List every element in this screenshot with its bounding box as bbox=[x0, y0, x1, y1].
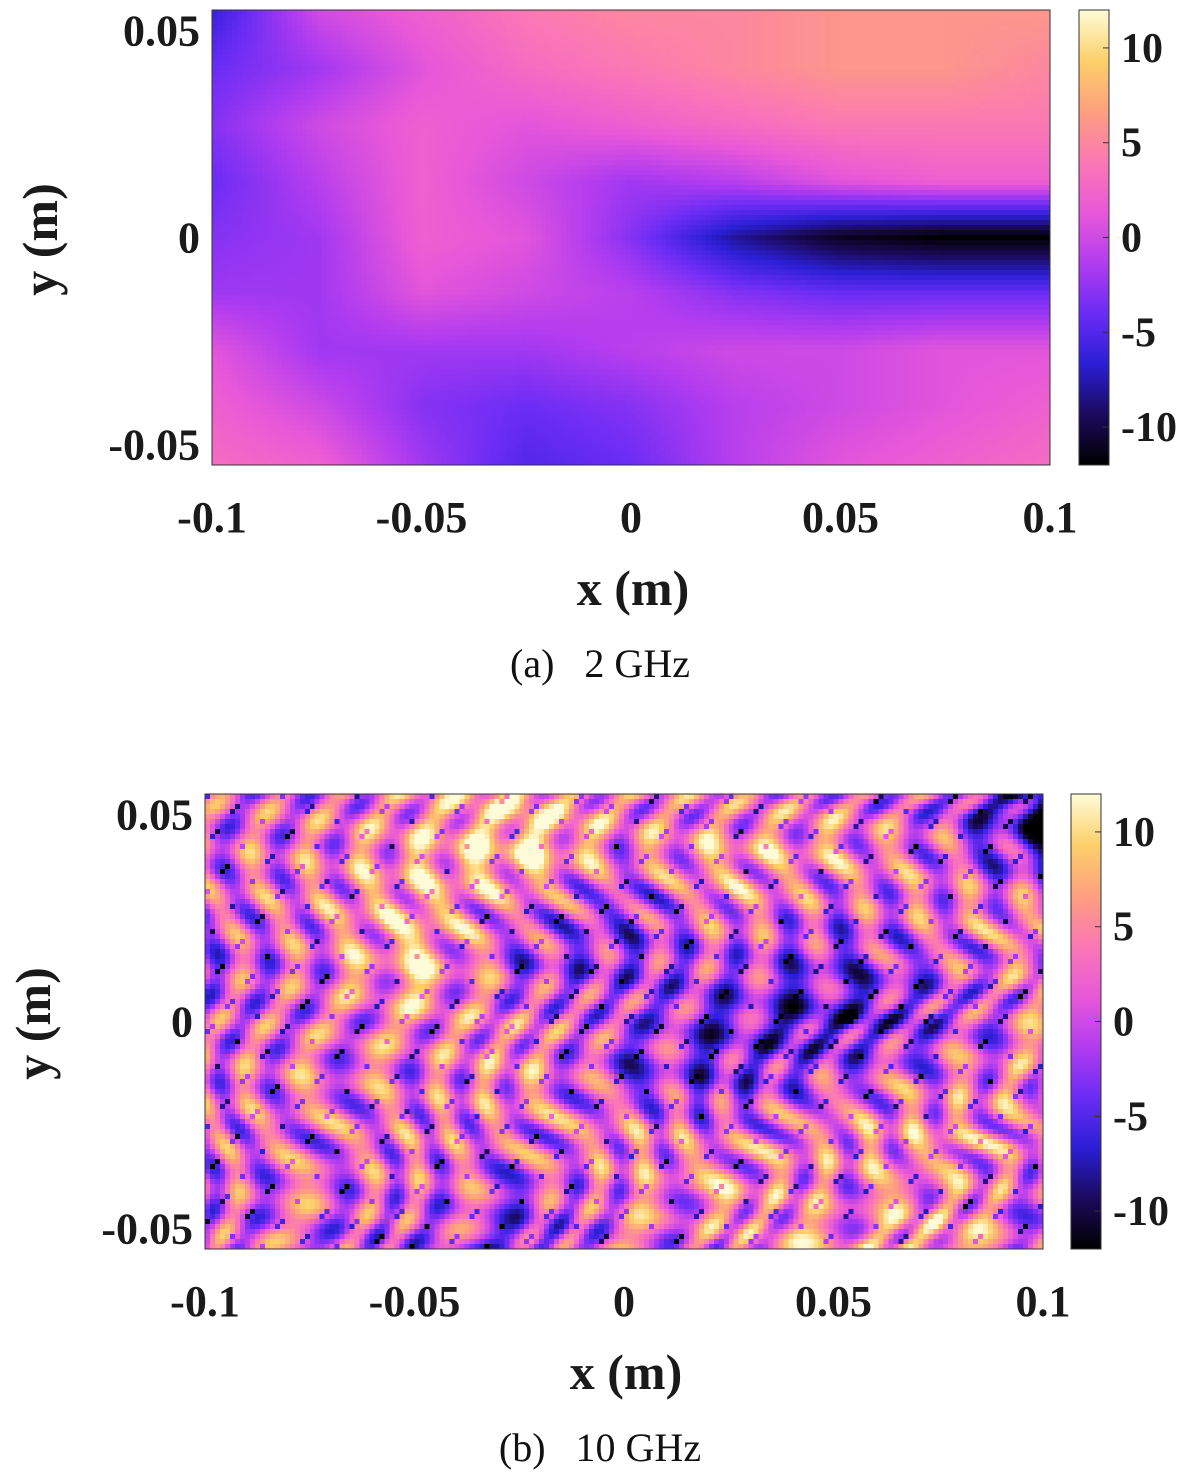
y-tick-label: 0 bbox=[171, 998, 193, 1047]
x-tick-label: -0.05 bbox=[369, 1277, 461, 1326]
colorbar-tick-label: 0 bbox=[1121, 216, 1142, 262]
colorbar-tick-label: 5 bbox=[1113, 905, 1134, 951]
y-tick-label: 0 bbox=[178, 214, 200, 263]
y-axis-label: y (m) bbox=[12, 183, 68, 295]
plot-frame bbox=[211, 9, 1051, 466]
y-tick-label: 0.05 bbox=[116, 791, 193, 840]
x-axis-label: x (m) bbox=[570, 1344, 682, 1400]
colorbar-tick-label: 5 bbox=[1121, 121, 1142, 167]
colorbar-tick-label: 0 bbox=[1113, 1000, 1134, 1046]
x-axis-label: x (m) bbox=[577, 560, 689, 616]
colorbar-tick-label: 10 bbox=[1121, 26, 1163, 72]
y-tick-label: -0.05 bbox=[101, 1204, 193, 1253]
colorbar-tick-label: 10 bbox=[1113, 810, 1155, 856]
colorbar-tick-label: -5 bbox=[1121, 310, 1156, 356]
colorbar-tick-label: -5 bbox=[1113, 1094, 1148, 1140]
x-tick-label: 0 bbox=[613, 1277, 635, 1326]
panel-10ghz: -0.1 -0.05 0 0.05 0.1 0.05 0 -0.05 x (m) y (m) 10 5… bbox=[0, 784, 1200, 1475]
x-tick-label: 0.1 bbox=[1023, 493, 1078, 542]
heatmap-10ghz: -0.1 -0.05 0 0.05 0.1 0.05 0 -0.05 x (m) y (m) 10 5… bbox=[5, 791, 1169, 1400]
x-tick-label: 0.05 bbox=[795, 1277, 872, 1326]
plot-frame bbox=[204, 793, 1044, 1250]
heatmap-2ghz: -0.1 -0.05 0 0.05 0.1 0.05 0 -0.05 x (m) y (m) 10 5… bbox=[12, 7, 1177, 616]
x-tick-label: -0.1 bbox=[177, 493, 247, 542]
x-tick-label: -0.1 bbox=[170, 1277, 240, 1326]
panel-2ghz: -0.1 -0.05 0 0.05 0.1 0.05 0 -0.05 x (m) y (m) 10 5… bbox=[0, 0, 1200, 720]
caption-2ghz: (a) 2 GHz bbox=[510, 641, 690, 686]
heatmap-cells bbox=[205, 794, 1043, 1249]
x-tick-label: -0.05 bbox=[376, 493, 468, 542]
y-tick-label: -0.05 bbox=[108, 420, 200, 469]
y-axis-label: y (m) bbox=[5, 967, 61, 1079]
caption-10ghz: (b) 10 GHz bbox=[498, 1425, 702, 1470]
x-tick-label: 0.05 bbox=[802, 493, 879, 542]
colorbar-tick-label: -10 bbox=[1121, 405, 1177, 451]
colorbar-tick-label: -10 bbox=[1113, 1189, 1169, 1235]
y-tick-label: 0.05 bbox=[123, 7, 200, 56]
x-tick-label: 0.1 bbox=[1016, 1277, 1071, 1326]
x-tick-label: 0 bbox=[620, 493, 642, 542]
heatmap-cells bbox=[212, 10, 1050, 465]
